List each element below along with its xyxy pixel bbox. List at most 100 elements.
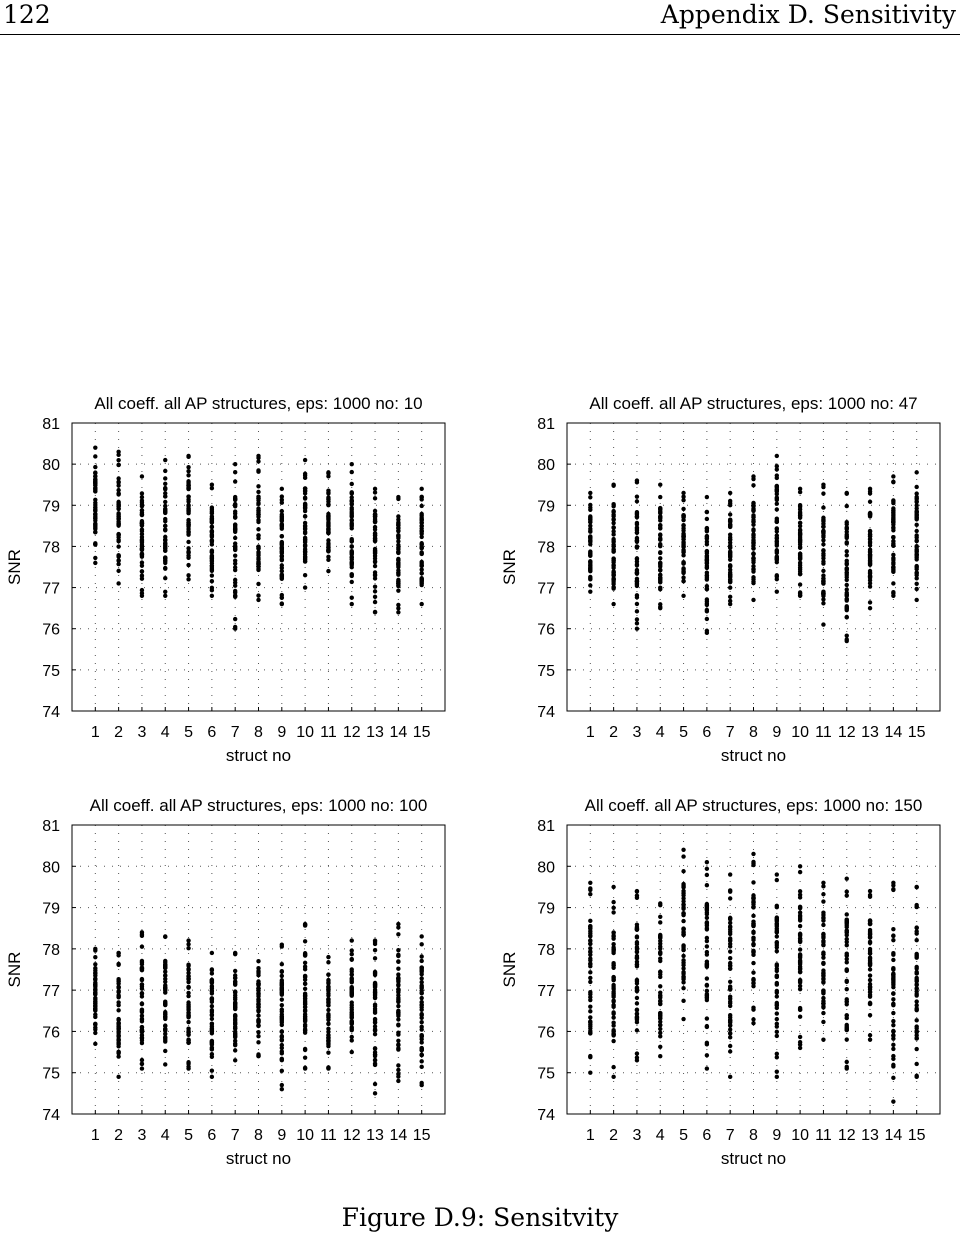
data-point <box>751 503 756 508</box>
data-point <box>704 561 710 566</box>
data-point <box>658 533 663 538</box>
data-point <box>256 484 261 489</box>
data-point <box>751 941 756 947</box>
data-point <box>419 1019 424 1025</box>
data-point <box>634 559 640 564</box>
data-point <box>844 582 849 588</box>
data-point <box>326 554 331 559</box>
data-point <box>163 481 168 487</box>
data-point <box>634 955 640 960</box>
data-point <box>727 1018 733 1023</box>
data-point <box>302 525 308 531</box>
data-point <box>797 1014 803 1019</box>
data-point <box>634 1007 640 1012</box>
data-point <box>349 469 354 475</box>
data-point <box>727 1023 733 1028</box>
chart-title: All coeff. all AP structures, eps: 1000 … <box>94 394 422 413</box>
data-point <box>844 549 849 554</box>
series-column-3 <box>634 888 640 1063</box>
data-point <box>658 914 663 920</box>
data-point <box>774 1051 780 1056</box>
data-point <box>797 539 803 544</box>
data-point <box>727 949 733 954</box>
data-point <box>372 1062 378 1068</box>
data-point <box>914 1007 919 1012</box>
data-point <box>279 486 285 492</box>
data-point <box>774 949 780 954</box>
data-point <box>588 583 593 588</box>
data-point <box>163 487 168 492</box>
data-point <box>727 544 733 550</box>
data-point <box>751 528 756 533</box>
data-point <box>704 1053 710 1058</box>
data-point <box>326 1012 331 1017</box>
data-point <box>419 529 424 534</box>
data-point <box>704 944 710 949</box>
data-point <box>372 939 378 945</box>
data-point <box>611 558 616 563</box>
data-point <box>139 504 145 509</box>
data-point <box>419 567 424 572</box>
data-point <box>326 516 331 521</box>
data-point <box>279 576 285 581</box>
data-point <box>634 595 640 600</box>
data-point <box>349 539 354 544</box>
data-point <box>727 931 733 937</box>
x-tick-label: 1 <box>586 1127 595 1144</box>
data-point <box>634 934 640 939</box>
data-point <box>349 1000 354 1005</box>
data-point <box>867 990 873 995</box>
data-point <box>372 512 378 518</box>
chart-title: All coeff. all AP structures, eps: 1000 … <box>90 796 428 815</box>
data-point <box>634 995 640 1001</box>
data-point <box>704 991 710 997</box>
data-point <box>751 900 756 905</box>
x-tick-label: 11 <box>320 1127 337 1144</box>
data-point <box>867 888 873 894</box>
data-point <box>163 576 168 581</box>
data-point <box>186 555 191 560</box>
data-point <box>279 1029 285 1034</box>
data-point <box>372 1031 378 1037</box>
data-point <box>774 905 780 910</box>
x-tick-label: 2 <box>609 1127 618 1144</box>
data-point <box>727 554 733 560</box>
data-point <box>209 1023 215 1029</box>
data-point <box>396 982 401 987</box>
data-point <box>163 523 168 529</box>
data-point <box>751 980 756 986</box>
data-point <box>867 499 873 504</box>
series-column-7 <box>727 872 733 1080</box>
data-point <box>704 906 710 912</box>
data-point <box>914 1061 919 1067</box>
data-point <box>658 561 663 566</box>
data-point <box>232 470 238 475</box>
data-point <box>163 976 168 982</box>
data-point <box>891 510 896 515</box>
data-point <box>727 594 733 600</box>
data-point <box>116 1008 121 1013</box>
data-point <box>279 563 285 568</box>
data-point <box>611 513 616 519</box>
data-point <box>727 986 733 991</box>
data-point <box>658 920 663 925</box>
data-point <box>751 1020 756 1026</box>
data-point <box>681 966 686 971</box>
data-point <box>867 977 873 983</box>
data-point <box>704 602 710 608</box>
data-point <box>611 998 616 1003</box>
data-point <box>116 492 121 497</box>
data-point <box>326 1043 331 1049</box>
series-column-15 <box>914 470 919 603</box>
data-point <box>588 958 593 963</box>
data-point <box>372 486 378 492</box>
data-point <box>139 542 145 548</box>
data-point <box>419 958 424 964</box>
data-point <box>867 584 873 589</box>
data-point <box>821 548 826 553</box>
data-point <box>93 474 98 479</box>
data-point <box>232 1003 238 1009</box>
data-point <box>634 1011 640 1017</box>
data-point <box>396 1032 401 1037</box>
data-point <box>797 906 803 911</box>
